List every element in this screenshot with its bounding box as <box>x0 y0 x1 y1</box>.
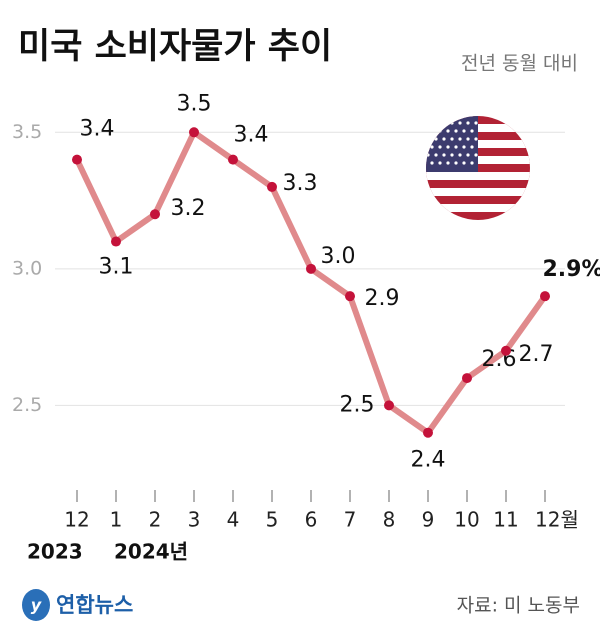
marker <box>501 345 511 356</box>
x-tick-label: 12 <box>64 508 89 532</box>
us-flag <box>426 116 530 220</box>
value-label: 3.2 <box>171 196 206 221</box>
marker <box>306 263 316 274</box>
x-tick-label: 10 <box>454 508 479 532</box>
chart-subtitle: 전년 동월 대비 <box>461 53 578 75</box>
x-tick-label: 6 <box>305 508 318 532</box>
value-label: 3.5 <box>177 91 212 116</box>
x-tick-label: 12월 <box>535 508 579 532</box>
marker <box>384 400 394 411</box>
x-tick-label: 2 <box>149 508 162 532</box>
value-label: 3.4 <box>80 117 115 142</box>
marker <box>267 181 277 192</box>
y-tick-label: 3.0 <box>12 257 42 279</box>
value-label: 3.1 <box>99 255 134 280</box>
value-label: 3.4 <box>234 123 269 148</box>
marker <box>423 427 433 438</box>
value-label: 3.3 <box>283 171 318 196</box>
marker <box>111 236 121 247</box>
value-label: 2.5 <box>340 392 375 417</box>
marker <box>150 209 160 220</box>
marker <box>228 154 238 165</box>
y-tick-label: 3.5 <box>12 121 42 143</box>
value-label: 2.4 <box>411 448 446 473</box>
x-tick-label: 4 <box>227 508 240 532</box>
logo-icon <box>22 589 50 621</box>
x-tick-label: 1 <box>110 508 123 532</box>
logo: y 연합뉴스 <box>22 589 133 621</box>
year-label: 2023 <box>27 540 83 564</box>
chart-title: 미국 소비자물가 추이 <box>18 27 332 67</box>
source: 자료: 미 노동부 <box>457 595 580 617</box>
x-tick-label: 11 <box>493 508 518 532</box>
x-tick-label: 5 <box>266 508 279 532</box>
y-tick-label: 2.5 <box>12 394 42 416</box>
logo-icon-mark: y <box>31 596 42 615</box>
marker <box>345 291 355 302</box>
value-label: 2.9 <box>365 286 400 311</box>
x-tick-label: 8 <box>383 508 396 532</box>
logo-text: 연합뉴스 <box>56 593 133 617</box>
marker <box>462 373 472 384</box>
value-label: 3.0 <box>321 244 356 269</box>
plot: 3.4 3.1 3.2 3.5 3.4 3.3 3.0 2.9 2.5 2.4 2.6 2.7 2.9% <box>72 91 600 473</box>
value-label: 2.9% <box>542 257 600 282</box>
marker <box>540 291 550 302</box>
x-tick-label: 7 <box>344 508 357 532</box>
value-label: 2.6 <box>482 347 517 372</box>
year-label: 2024년 <box>114 540 188 564</box>
x-tick-label: 9 <box>422 508 435 532</box>
x-tick-label: 3 <box>188 508 201 532</box>
value-label: 2.7 <box>519 342 554 367</box>
marker <box>189 127 199 138</box>
marker <box>72 154 82 165</box>
